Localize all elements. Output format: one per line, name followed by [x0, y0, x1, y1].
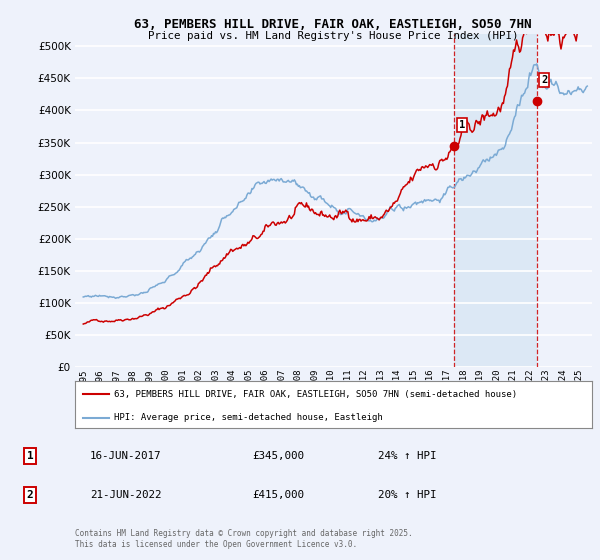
Text: 1: 1 [458, 120, 465, 130]
Text: 21-JUN-2022: 21-JUN-2022 [90, 490, 161, 500]
Text: 24% ↑ HPI: 24% ↑ HPI [378, 451, 437, 461]
Text: 2: 2 [26, 490, 34, 500]
Text: Contains HM Land Registry data © Crown copyright and database right 2025.
This d: Contains HM Land Registry data © Crown c… [75, 529, 413, 549]
Text: HPI: Average price, semi-detached house, Eastleigh: HPI: Average price, semi-detached house,… [114, 413, 383, 422]
Text: £415,000: £415,000 [252, 490, 304, 500]
Bar [454, 34, 537, 367]
Text: 1: 1 [26, 451, 34, 461]
Text: 2: 2 [541, 75, 548, 85]
Text: 20% ↑ HPI: 20% ↑ HPI [378, 490, 437, 500]
Text: Price paid vs. HM Land Registry's House Price Index (HPI): Price paid vs. HM Land Registry's House … [148, 31, 518, 41]
Text: 63, PEMBERS HILL DRIVE, FAIR OAK, EASTLEIGH, SO50 7HN: 63, PEMBERS HILL DRIVE, FAIR OAK, EASTLE… [134, 18, 532, 31]
Text: 63, PEMBERS HILL DRIVE, FAIR OAK, EASTLEIGH, SO50 7HN (semi-detached house): 63, PEMBERS HILL DRIVE, FAIR OAK, EASTLE… [114, 390, 517, 399]
Text: £345,000: £345,000 [252, 451, 304, 461]
Text: 16-JUN-2017: 16-JUN-2017 [90, 451, 161, 461]
